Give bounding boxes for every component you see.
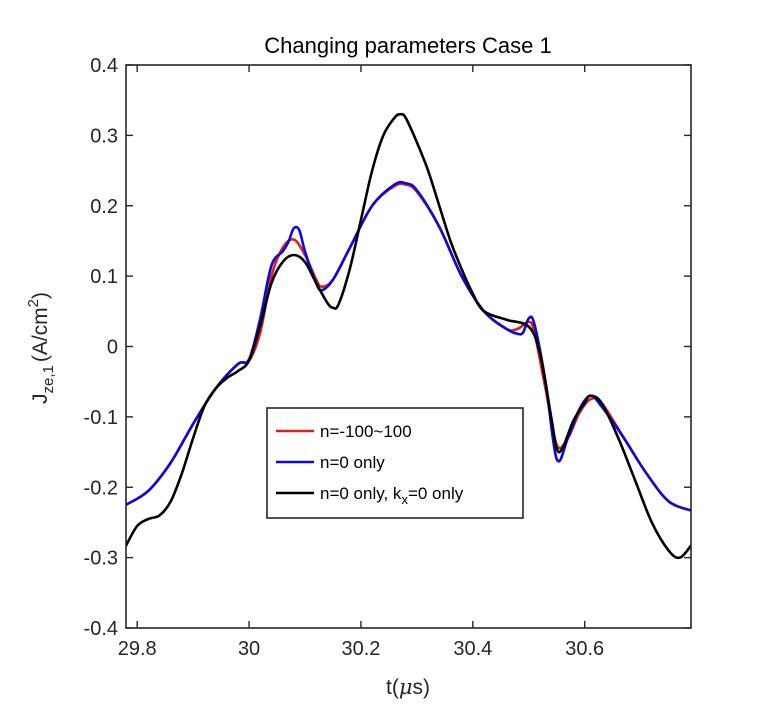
y-tick-label: 0.2 — [90, 196, 118, 218]
legend-entry-blue: n=0 only — [320, 453, 385, 472]
x-axis: 29.8 30 30.2 30.4 30.6 — [118, 65, 604, 660]
chart-title: Changing parameters Case 1 — [264, 33, 551, 58]
x-tick-label: 30.4 — [453, 638, 492, 660]
y-tick-label: -0.1 — [84, 407, 118, 429]
y-tick-label: -0.4 — [84, 618, 118, 640]
legend-entry-black: n=0 only, kx=0 only — [320, 484, 464, 507]
axes-box — [125, 64, 692, 629]
y-tick-label: 0.3 — [90, 125, 118, 147]
x-tick-label: 30.2 — [341, 638, 380, 660]
x-axis-label: t(μs) — [386, 675, 430, 699]
x-tick-label: 30.6 — [565, 638, 604, 660]
series-group — [126, 112, 691, 560]
y-tick-label: 0 — [107, 337, 118, 359]
y-tick-label: 0.1 — [90, 266, 118, 288]
series-line-black — [126, 112, 691, 560]
y-axis: -0.4 -0.3 -0.2 -0.1 0 0.1 0.2 0.3 0.4 — [84, 55, 691, 640]
y-tick-label: -0.3 — [84, 548, 118, 570]
x-tick-label: 30 — [238, 638, 260, 660]
y-tick-label: -0.2 — [84, 477, 118, 499]
x-tick-label: 29.8 — [118, 638, 157, 660]
plot-area — [126, 65, 691, 628]
y-axis-label: Jze,1(A/cm2) — [25, 292, 57, 404]
legend: n=-100~100 n=0 only n=0 only, kx=0 only — [266, 407, 524, 519]
y-tick-label: 0.4 — [90, 55, 118, 77]
legend-entry-red: n=-100~100 — [320, 422, 412, 441]
